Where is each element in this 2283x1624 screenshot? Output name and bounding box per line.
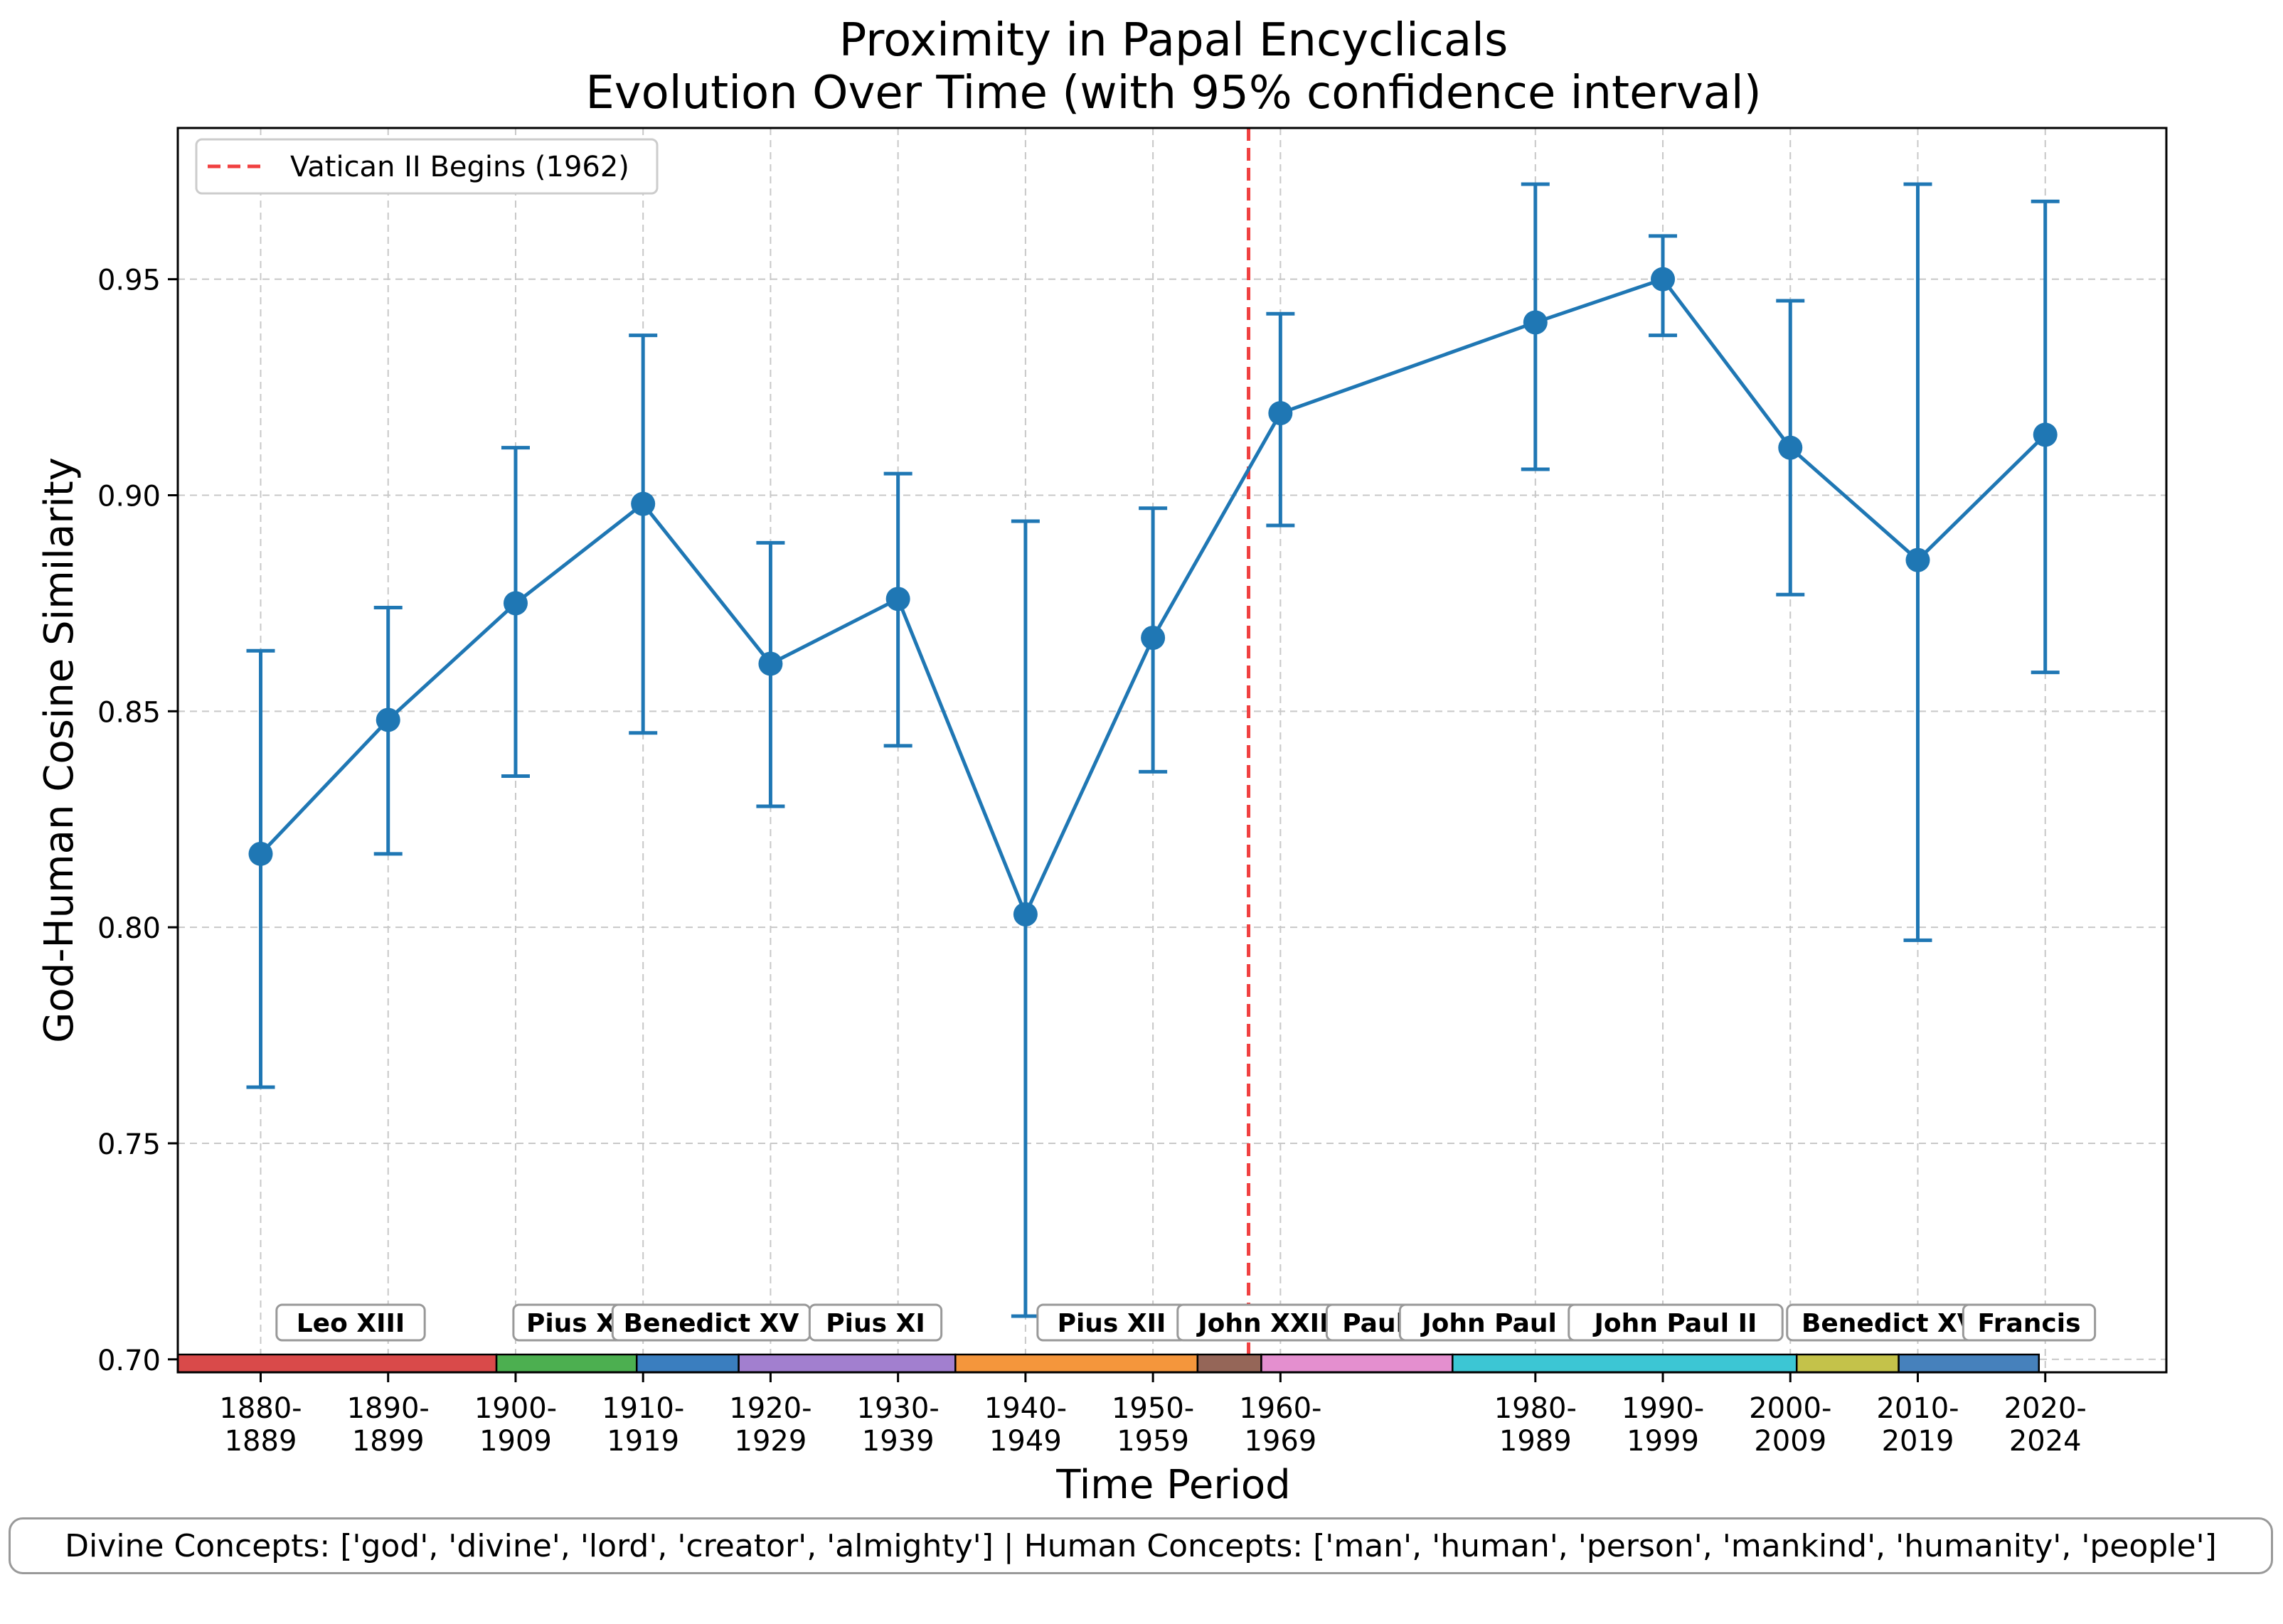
data-point (885, 587, 910, 611)
x-tick-label: 1939 (862, 1425, 935, 1458)
y-tick-label: 0.70 (97, 1345, 161, 1377)
plot-frame (176, 127, 2168, 1374)
papacy-segment (1795, 1353, 1900, 1374)
papacy-segment (1260, 1353, 1454, 1374)
x-tick-label: 1890- (347, 1392, 430, 1425)
x-axis: 1880-1889 1890-1899 1900-1909 1910-1919 1920… (219, 1372, 2087, 1458)
data-point (503, 591, 528, 616)
x-tick-label: 1910- (602, 1392, 684, 1425)
x-tick-label: 1880- (219, 1392, 302, 1425)
papacy-label: Francis (1977, 1309, 2080, 1338)
data-point (1905, 547, 1930, 572)
papacy-label: Pius XII (1058, 1309, 1166, 1338)
y-tick-label: 0.90 (97, 480, 161, 513)
x-tick-label: 1920- (729, 1392, 811, 1425)
data-point (1778, 435, 1803, 460)
papacy-label-box (1568, 1303, 1784, 1342)
x-tick-label: 2000- (1749, 1392, 1831, 1425)
papacy-label: Benedict XVI (1802, 1309, 1986, 1338)
papacy-label: John Paul II (1592, 1309, 1757, 1338)
papacy-label-box (808, 1303, 943, 1342)
data-point (1523, 310, 1548, 335)
papacy-label: Pius X (526, 1309, 616, 1338)
papacy-segment (1196, 1353, 1262, 1374)
data-point (1268, 401, 1293, 426)
papacy-segment (954, 1353, 1199, 1374)
x-tick-label: 2020- (2004, 1392, 2087, 1425)
papacy-label-box (1962, 1303, 2097, 1342)
papacy-segment (176, 1353, 498, 1374)
papacy-bar: Leo XIII Pius X Benedict XV Pius XI Pius XII… (176, 1303, 2097, 1374)
papacy-label-box (275, 1303, 426, 1342)
series-line (259, 277, 2047, 919)
grid (178, 128, 2166, 1372)
papacy-label: John Paul I (1420, 1309, 1575, 1338)
x-tick-label: 1930- (857, 1392, 940, 1425)
x-tick-label: 1960- (1239, 1392, 1321, 1425)
y-tick-label: 0.95 (97, 265, 161, 297)
data-point (1141, 626, 1166, 651)
data-point (1651, 267, 1676, 292)
x-tick-label: 1949 (989, 1425, 1062, 1458)
chart-title-line1: Proximity in Papal Encyclicals (839, 14, 1508, 67)
chart-title-line2: Evolution Over Time (with 95% confidence… (585, 67, 1761, 119)
data-point (631, 491, 656, 516)
x-tick-label: 2024 (2009, 1425, 2082, 1458)
x-tick-label: 1950- (1112, 1392, 1194, 1425)
y-tick-label: 0.75 (97, 1128, 161, 1161)
series (246, 182, 2060, 1318)
papacy-label: John XXIII (1196, 1309, 1339, 1338)
x-tick-label: 2009 (1754, 1425, 1826, 1458)
x-tick-label: 1919 (607, 1425, 679, 1458)
x-tick-label: 2019 (1882, 1425, 1954, 1458)
papacy-segment (1452, 1353, 1798, 1374)
x-tick-label: 1999 (1627, 1425, 1699, 1458)
concepts-footer-text: Divine Concepts: ['god', 'divine', 'lord… (65, 1527, 2217, 1564)
data-point (248, 841, 273, 866)
y-axis-label: God-Human Cosine Similarity (36, 457, 83, 1043)
x-tick-label: 2010- (1876, 1392, 1959, 1425)
data-point (1013, 902, 1038, 926)
x-tick-label: 1969 (1244, 1425, 1316, 1458)
data-point (758, 651, 783, 676)
x-tick-label: 1899 (352, 1425, 425, 1458)
x-tick-label: 1909 (479, 1425, 552, 1458)
data-point (2033, 422, 2058, 447)
x-tick-label: 1990- (1622, 1392, 1704, 1425)
legend-label: Vatican II Begins (1962) (290, 151, 629, 183)
x-tick-label: 1900- (474, 1392, 557, 1425)
papacy-segment (635, 1353, 740, 1374)
papacy-segment (1898, 1353, 2040, 1374)
x-tick-label: 1959 (1117, 1425, 1189, 1458)
x-tick-label: 1929 (735, 1425, 807, 1458)
y-axis: 0.70 0.75 0.80 0.85 0.90 0.95 (97, 265, 178, 1377)
x-tick-label: 1980- (1494, 1392, 1577, 1425)
y-tick-label: 0.80 (97, 912, 161, 945)
legend-box (195, 138, 659, 195)
x-tick-label: 1889 (225, 1425, 297, 1458)
papacy-segment (495, 1353, 638, 1374)
data-point (376, 707, 400, 732)
concepts-footer: Divine Concepts: ['god', 'divine', 'lord… (9, 1517, 2273, 1574)
x-tick-label: 1989 (1499, 1425, 1572, 1458)
x-axis-label: Time Period (1055, 1462, 1290, 1508)
papacy-label: Benedict XV (624, 1309, 799, 1338)
papacy-label: Leo XIII (297, 1309, 405, 1338)
papacy-label: Pius XI (826, 1309, 925, 1338)
y-tick-label: 0.85 (97, 696, 161, 729)
papacy-segment (738, 1353, 957, 1374)
legend: Vatican II Begins (1962) (195, 138, 659, 195)
x-tick-label: 1940- (984, 1392, 1067, 1425)
